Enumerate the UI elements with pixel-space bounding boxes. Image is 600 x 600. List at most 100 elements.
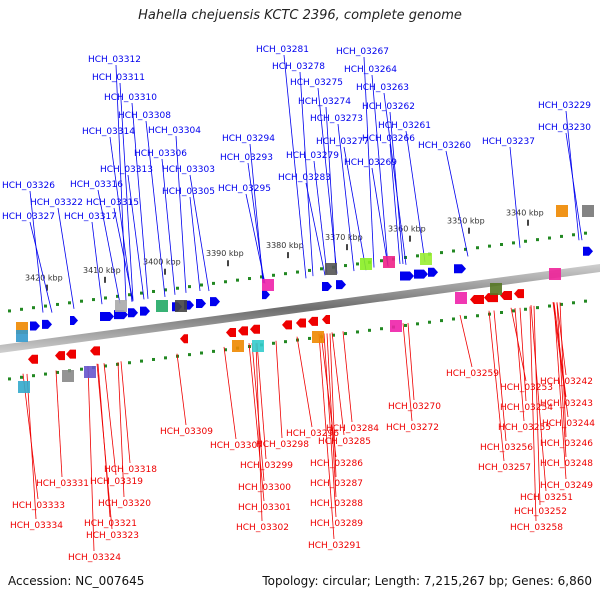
reverse-gene-label: HCH_03287: [310, 479, 363, 489]
forward-gene-label: HCH_03237: [482, 137, 535, 147]
forward-gene-label: HCH_03303: [162, 165, 215, 175]
forward-gene-label: HCH_03263: [356, 83, 409, 93]
chromosome-backbone: [0, 264, 600, 353]
forward-gene-arrow: [128, 308, 138, 318]
reverse-leader-line: [256, 342, 267, 460]
forward-gene-label: HCH_03283: [278, 173, 331, 183]
track-tick: [380, 259, 383, 263]
reverse-gene-label: HCH_03319: [90, 477, 143, 487]
reverse-gene-label: HCH_03321: [84, 519, 137, 529]
forward-gene-arrow: [262, 290, 270, 300]
reverse-gene-label: HCH_03300: [238, 483, 291, 493]
scale-tick-mark: [227, 260, 229, 267]
track-tick: [140, 291, 143, 295]
reverse-leader-line: [493, 310, 507, 442]
forward-gene-label: HCH_03310: [104, 93, 157, 103]
track-tick: [344, 332, 347, 336]
track-tick: [212, 281, 215, 285]
track-tick: [188, 353, 191, 357]
reverse-gene-arrow: [282, 320, 292, 330]
reverse-leader-line: [296, 336, 313, 428]
track-tick: [56, 302, 59, 306]
reverse-gene-label: HCH_03331: [36, 479, 89, 489]
track-tick: [548, 304, 551, 308]
feature-block: [262, 279, 274, 291]
feature-block: [115, 300, 127, 312]
track-tick: [212, 349, 215, 353]
reverse-leader-line: [529, 306, 537, 522]
forward-gene-arrow: [100, 312, 114, 321]
map-title: Hahella chejuensis KCTC 2396, complete g…: [138, 8, 462, 23]
feature-block: [455, 292, 467, 304]
forward-gene-label: HCH_03312: [88, 55, 141, 65]
track-tick: [92, 298, 95, 302]
track-tick: [512, 309, 515, 313]
forward-leader-line: [127, 174, 145, 300]
feature-block: [156, 300, 168, 312]
feature-block: [390, 320, 402, 332]
forward-leader-line: [245, 193, 266, 284]
track-tick: [488, 244, 491, 248]
reverse-leader-line: [530, 305, 547, 492]
track-tick: [548, 236, 551, 240]
reverse-gene-label: HCH_03251: [520, 493, 573, 503]
forward-leader-line: [363, 56, 375, 268]
scale-tick-label: 3410 kbp: [83, 266, 121, 275]
reverse-gene-label: HCH_03248: [540, 459, 593, 469]
feature-block: [312, 331, 324, 343]
reverse-gene-label: HCH_03243: [540, 399, 593, 409]
track-tick: [176, 286, 179, 290]
forward-gene-arrow: [210, 297, 220, 307]
scale-tick-mark: [468, 227, 470, 234]
reverse-gene-label: HCH_03309: [160, 427, 213, 437]
feature-block: [175, 300, 187, 312]
forward-gene-label: HCH_03313: [100, 165, 153, 175]
forward-leader-line: [113, 207, 134, 302]
track-tick: [584, 231, 587, 235]
track-tick: [536, 238, 539, 242]
track-tick: [452, 249, 455, 253]
forward-leader-line: [29, 190, 44, 313]
track-tick: [236, 278, 239, 282]
feature-block: [556, 205, 568, 217]
reverse-gene-arrow: [514, 289, 524, 299]
forward-leader-line: [109, 136, 133, 302]
track-tick: [500, 243, 503, 246]
forward-gene-arrow: [322, 282, 332, 292]
reverse-gene-label: HCH_03288: [310, 499, 363, 509]
track-tick: [44, 372, 47, 376]
track-tick: [284, 272, 287, 276]
track-tick: [248, 277, 251, 281]
track-tick: [440, 251, 443, 255]
reverse-gene-label: HCH_03324: [68, 553, 121, 563]
track-tick: [572, 233, 575, 237]
forward-leader-line: [405, 130, 426, 262]
feature-block: [360, 258, 372, 270]
reverse-leader-line: [318, 333, 335, 540]
track-tick: [428, 320, 431, 324]
reverse-leader-line: [514, 308, 525, 422]
track-tick: [68, 301, 71, 305]
reverse-leader-line: [329, 333, 337, 478]
reverse-gene-label: HCH_03246: [540, 439, 593, 449]
forward-gene-label: HCH_03274: [298, 97, 351, 107]
reverse-gene-label: HCH_03257: [478, 463, 531, 473]
track-tick: [284, 340, 287, 344]
forward-leader-line: [97, 189, 121, 304]
reverse-leader-line: [326, 333, 337, 498]
reverse-gene-label: HCH_03299: [240, 461, 293, 471]
forward-leader-line: [299, 71, 314, 277]
track-tick: [164, 356, 167, 360]
reverse-leader-line: [55, 370, 63, 478]
track-tick: [524, 239, 527, 243]
reverse-gene-label: HCH_03318: [104, 465, 157, 475]
reverse-gene-arrow: [484, 293, 498, 303]
reverse-gene-arrow: [66, 349, 76, 359]
forward-gene-label: HCH_03304: [148, 126, 201, 136]
accession-text: Accession: NC_007645: [8, 574, 145, 588]
reverse-leader-line: [556, 302, 567, 458]
feature-block: [582, 205, 594, 217]
gene-features: [16, 205, 594, 393]
reverse-leader-line: [223, 346, 237, 440]
reverse-gene-label: HCH_03298: [256, 440, 309, 450]
